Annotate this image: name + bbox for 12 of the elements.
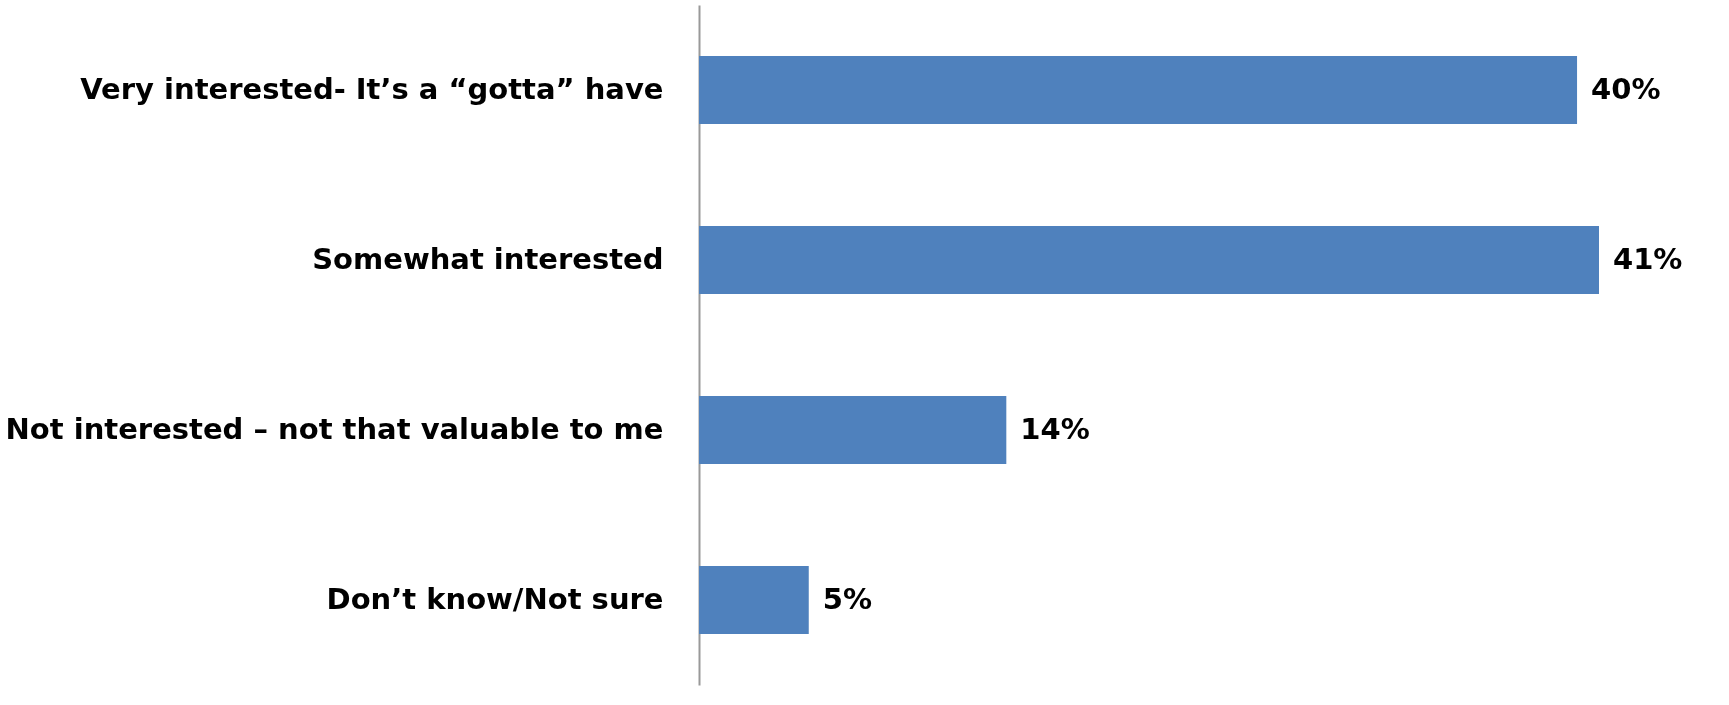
y-tick-label: Very interested- It’s a “gotta” have xyxy=(80,72,664,106)
y-tick-label: Somewhat interested xyxy=(312,242,664,276)
bar xyxy=(699,56,1578,124)
data-label: 14% xyxy=(1020,412,1090,446)
y-tick-label: Not interested – not that valuable to me xyxy=(5,412,664,446)
bar xyxy=(699,226,1599,294)
data-label: 41% xyxy=(1613,242,1683,276)
bar xyxy=(699,566,809,634)
data-label: 40% xyxy=(1591,72,1661,106)
data-label: 5% xyxy=(822,582,873,616)
y-tick-label: Don’t know/Not sure xyxy=(326,582,664,616)
bar xyxy=(699,396,1007,464)
